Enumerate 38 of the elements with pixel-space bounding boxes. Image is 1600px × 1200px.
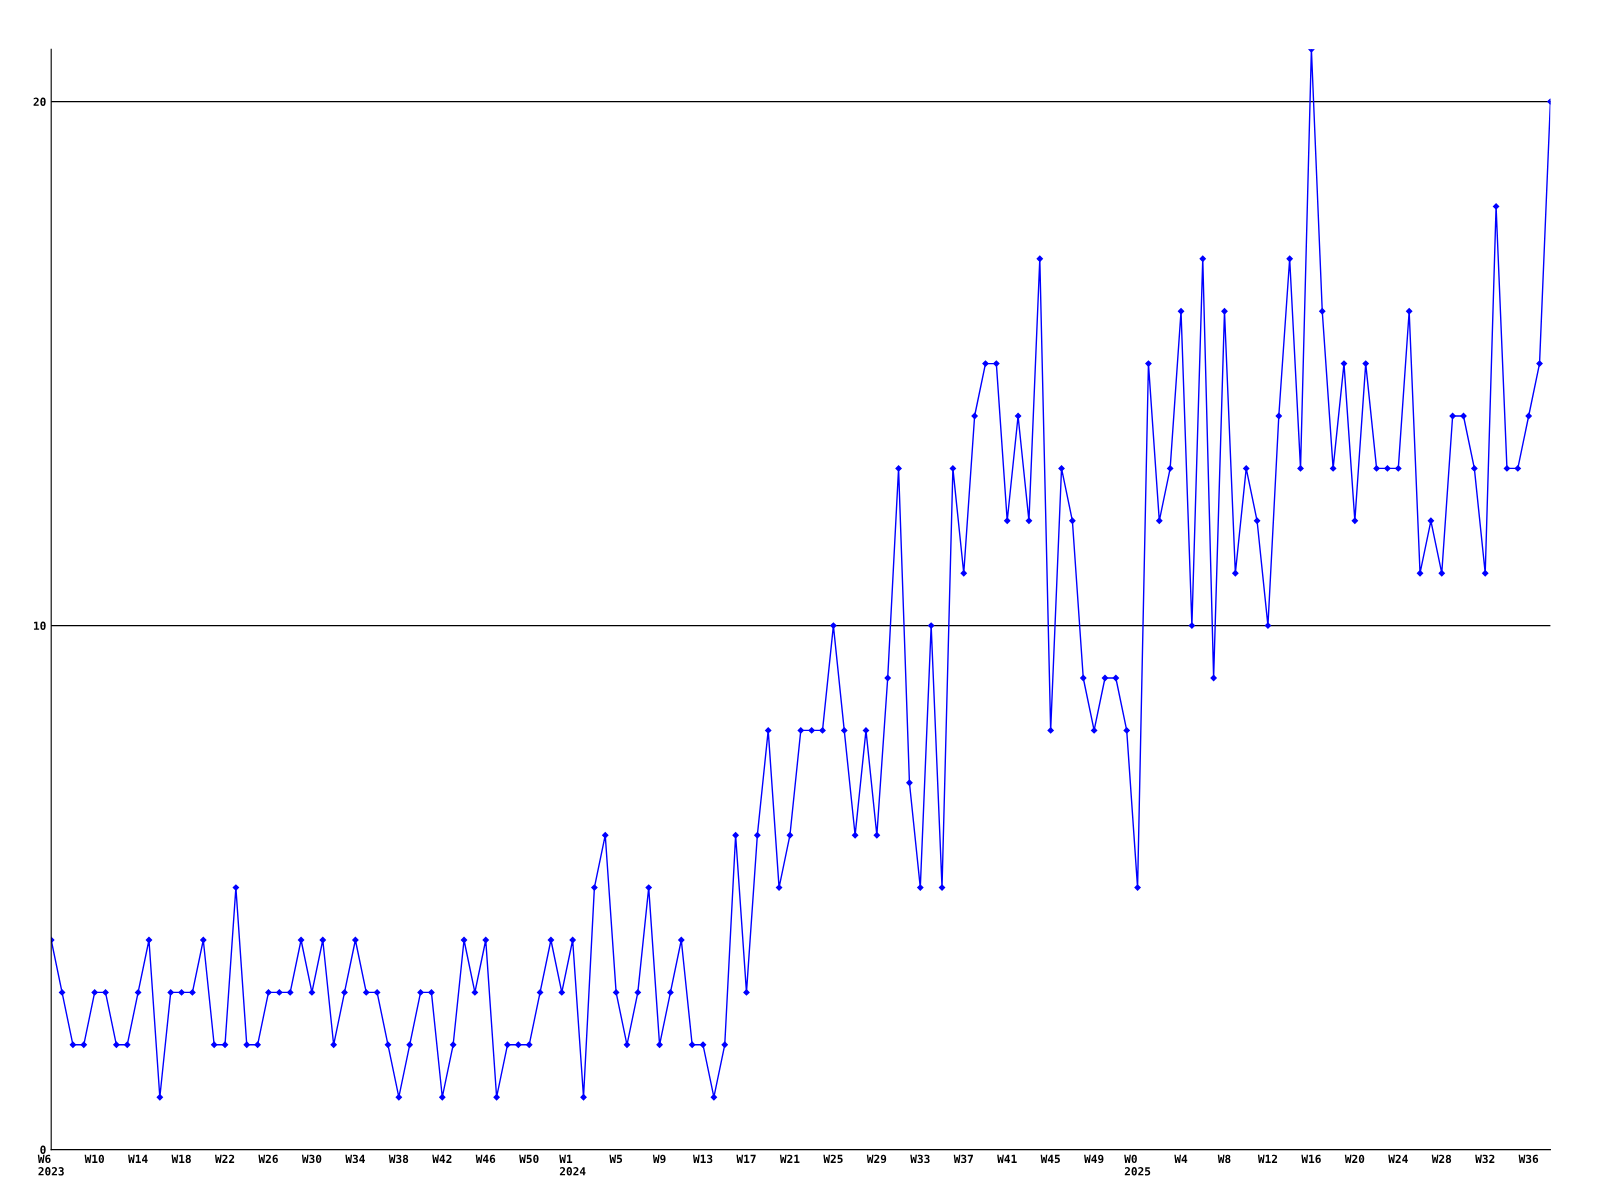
x-tick-label: W5: [609, 1154, 623, 1164]
x-tick-label: W37: [953, 1154, 973, 1164]
x-tick-label: W34: [345, 1154, 365, 1164]
x-tick-label: W8: [1217, 1154, 1231, 1164]
x-tick-label: W26: [258, 1154, 278, 1164]
x-tick-label: W42: [432, 1154, 452, 1163]
x-tick-label: W17: [736, 1154, 756, 1163]
x-tick-label: W14: [128, 1154, 148, 1163]
x-tick-label: W32: [1475, 1154, 1495, 1164]
y-tick-label: 10: [33, 621, 46, 630]
x-tick-label: W25: [823, 1154, 843, 1164]
x-tick-label: W46: [475, 1154, 496, 1164]
x-tick-label: W38: [388, 1154, 409, 1164]
x-tick-label: W49: [1084, 1154, 1104, 1164]
x-tick-label: W45: [1040, 1154, 1060, 1164]
x-tick-label: W9: [652, 1154, 666, 1164]
x-tick-label: W16: [1301, 1154, 1321, 1164]
x-tick-label: W22: [214, 1154, 235, 1163]
x-tick-label: W13: [692, 1154, 713, 1164]
x-tick-label: W20: [1344, 1154, 1365, 1164]
x-tick-label: W33: [910, 1154, 930, 1164]
x-tick-label: W18: [171, 1154, 191, 1164]
x-tick-label: W1 2024: [559, 1154, 586, 1176]
x-tick-label: W41: [997, 1154, 1017, 1163]
x-tick-label: W24: [1388, 1154, 1408, 1163]
x-tick-label: W4: [1174, 1154, 1188, 1163]
x-tick-label: W29: [866, 1154, 887, 1164]
x-tick-label: W50: [519, 1154, 539, 1164]
x-tick-label: W30: [301, 1154, 322, 1164]
x-tick-label: W12: [1257, 1154, 1278, 1163]
x-tick-label: W21: [779, 1154, 800, 1163]
x-tick-label: W6 2023: [37, 1154, 64, 1176]
x-tick-label: W10: [84, 1154, 105, 1164]
x-tick-label: W28: [1431, 1154, 1452, 1164]
x-tick-label: W36: [1518, 1154, 1539, 1164]
x-tick-label: W0 2025: [1124, 1154, 1151, 1176]
y-tick-label: 0: [40, 1145, 46, 1154]
y-tick-label: 20: [33, 97, 46, 106]
